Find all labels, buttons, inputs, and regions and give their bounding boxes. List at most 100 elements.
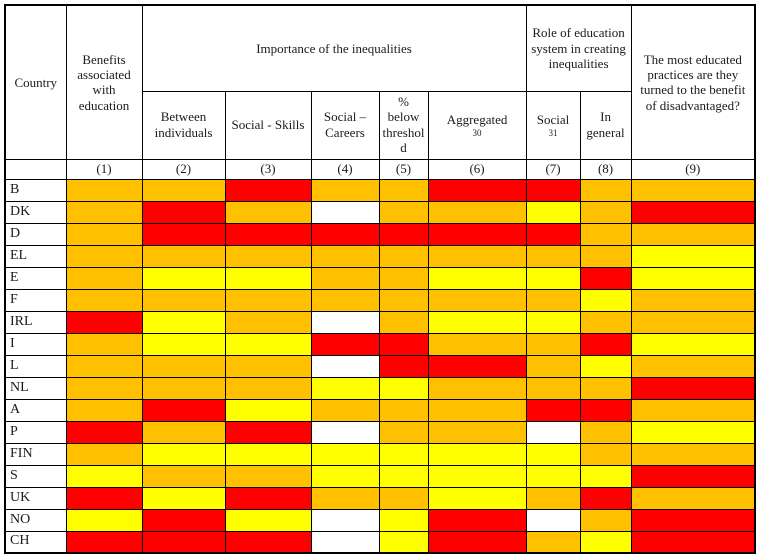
rating-cell: [630, 530, 756, 554]
rating-cell: [378, 266, 429, 290]
country-label: F: [4, 288, 67, 312]
country-label: NL: [4, 376, 67, 400]
rating-cell: [224, 354, 312, 378]
rating-cell: [310, 310, 380, 334]
rating-cell: [65, 376, 143, 400]
table-row: I: [4, 332, 756, 356]
table-row: UK: [4, 486, 756, 510]
rating-cell: [630, 200, 756, 224]
rating-cell: [579, 288, 632, 312]
rating-cell: [525, 310, 581, 334]
rating-cell: [525, 222, 581, 246]
rating-cell: [224, 332, 312, 356]
rating-cell: [378, 244, 429, 268]
rating-cell: [378, 398, 429, 422]
table-row: IRL: [4, 310, 756, 334]
rating-cell: [141, 508, 226, 532]
column-number: (5): [378, 158, 429, 180]
rating-cell: [224, 222, 312, 246]
rating-cell: [579, 332, 632, 356]
rating-cell: [427, 442, 527, 466]
rating-cell: [378, 354, 429, 378]
rating-cell: [579, 442, 632, 466]
rating-cell: [630, 244, 756, 268]
rating-cell: [630, 354, 756, 378]
rating-cell: [65, 310, 143, 334]
rating-cell: [579, 420, 632, 444]
rating-cell: [224, 244, 312, 268]
rating-cell: [65, 508, 143, 532]
rating-cell: [378, 178, 429, 202]
table-row: FIN: [4, 442, 756, 466]
rating-cell: [525, 288, 581, 312]
rating-cell: [579, 354, 632, 378]
subheader-social-careers: Social – Careers: [310, 90, 380, 160]
table-row: EL: [4, 244, 756, 268]
subheader-social-skills: Social - Skills: [224, 90, 312, 160]
table-row: A: [4, 398, 756, 422]
rating-cell: [141, 288, 226, 312]
rating-cell: [378, 200, 429, 224]
rating-cell: [427, 530, 527, 554]
practices-header: The most educated practices are they tur…: [630, 4, 756, 160]
subheader-below-threshold: % below threshold: [378, 90, 429, 160]
rating-cell: [630, 178, 756, 202]
rating-cell: [630, 332, 756, 356]
rating-cell: [579, 310, 632, 334]
country-label: B: [4, 178, 67, 202]
subheader-between-individuals: Between individuals: [141, 90, 226, 160]
column-number: (7): [525, 158, 581, 180]
rating-cell: [224, 266, 312, 290]
column-number: (1): [65, 158, 143, 180]
rating-cell: [525, 178, 581, 202]
rating-cell: [310, 376, 380, 400]
rating-cell: [427, 332, 527, 356]
country-label: D: [4, 222, 67, 246]
rating-cell: [141, 354, 226, 378]
rating-cell: [310, 508, 380, 532]
rating-cell: [224, 464, 312, 488]
rating-cell: [427, 464, 527, 488]
rating-cell: [378, 332, 429, 356]
rating-cell: [378, 376, 429, 400]
rating-cell: [310, 486, 380, 510]
column-number: (3): [224, 158, 312, 180]
country-label: FIN: [4, 442, 67, 466]
rating-cell: [525, 332, 581, 356]
rating-cell: [630, 398, 756, 422]
rating-cell: [427, 244, 527, 268]
rating-cell: [427, 420, 527, 444]
rating-cell: [224, 442, 312, 466]
rating-cell: [141, 464, 226, 488]
rating-cell: [310, 288, 380, 312]
rating-cell: [525, 376, 581, 400]
rating-cell: [525, 200, 581, 224]
rating-cell: [65, 530, 143, 554]
role-group-header: Role of education system in creating ine…: [525, 4, 632, 92]
rating-cell: [224, 398, 312, 422]
country-header: Country: [4, 4, 67, 160]
rating-cell: [630, 420, 756, 444]
country-label: UK: [4, 486, 67, 510]
rating-cell: [427, 354, 527, 378]
rating-cell: [224, 178, 312, 202]
header-row-numbers: (1) (2) (3) (4) (5) (6) (7) (8) (9): [4, 158, 756, 180]
country-label: IRL: [4, 310, 67, 334]
rating-cell: [310, 178, 380, 202]
country-label: E: [4, 266, 67, 290]
rating-cell: [310, 530, 380, 554]
rating-cell: [427, 222, 527, 246]
subheader-in-general: In general: [579, 90, 632, 160]
table-row: NL: [4, 376, 756, 400]
subheader-aggregated: Aggregated 30: [427, 90, 527, 160]
rating-cell: [579, 530, 632, 554]
rating-cell: [579, 508, 632, 532]
rating-cell: [378, 288, 429, 312]
rating-cell: [378, 442, 429, 466]
rating-cell: [141, 442, 226, 466]
rating-cell: [525, 508, 581, 532]
country-label: DK: [4, 200, 67, 224]
rating-cell: [141, 376, 226, 400]
table-row: S: [4, 464, 756, 488]
rating-cell: [141, 222, 226, 246]
